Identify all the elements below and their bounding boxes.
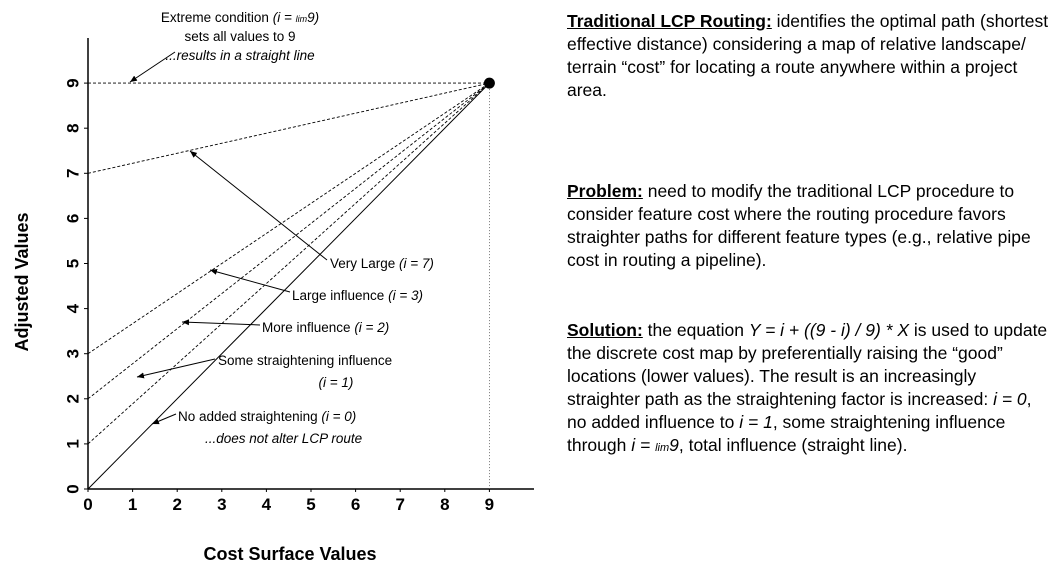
x-tick-label: 3 bbox=[217, 495, 226, 514]
paragraph-text: 9 bbox=[669, 435, 679, 455]
annotation-part: ...does not alter LCP route bbox=[205, 431, 362, 446]
y-tick-label: 4 bbox=[63, 303, 82, 313]
annotation-part: Some straightening influence bbox=[218, 353, 392, 368]
annotation-arrow bbox=[189, 150, 328, 261]
annotation-arrow bbox=[136, 358, 216, 379]
x-tick-label: 8 bbox=[440, 495, 449, 514]
y-tick-label: 6 bbox=[63, 214, 82, 223]
annotation: ...does not alter LCP route bbox=[205, 431, 362, 446]
annotation-part: (i = bbox=[273, 10, 296, 25]
annotation-arrow bbox=[151, 413, 177, 425]
paragraph-heading: Problem: bbox=[567, 181, 643, 201]
paragraph: Problem: need to modify the traditional … bbox=[567, 180, 1049, 272]
paragraph-text: , no added influence to bbox=[567, 389, 1032, 432]
x-tick-label: 5 bbox=[306, 495, 315, 514]
paragraph-text: lim bbox=[655, 442, 670, 454]
series-line bbox=[87, 82, 490, 400]
annotation-part: ...results in a straight line bbox=[165, 48, 314, 63]
y-tick-label: 7 bbox=[63, 169, 82, 178]
y-axis-label: Adjusted Values bbox=[12, 212, 32, 351]
y-tick-label: 3 bbox=[63, 349, 82, 358]
paragraph-text: the equation bbox=[642, 320, 749, 340]
paragraph-text: i = 1 bbox=[739, 412, 773, 432]
y-tick-label: 5 bbox=[63, 259, 82, 268]
paragraph-text: i = bbox=[631, 435, 656, 455]
y-tick-label: 1 bbox=[63, 439, 82, 448]
annotation: No added straightening (i = 0) bbox=[178, 409, 356, 424]
annotation: (i = 1) bbox=[319, 375, 354, 390]
annotation: Some straightening influence bbox=[218, 353, 392, 368]
x-axis-label: Cost Surface Values bbox=[203, 544, 376, 564]
series-line bbox=[87, 82, 490, 355]
annotation: Very Large (i = 7) bbox=[330, 256, 434, 271]
annotation: More influence (i = 2) bbox=[262, 320, 389, 335]
x-tick-label: 2 bbox=[172, 495, 181, 514]
end-point bbox=[483, 77, 495, 89]
x-tick-label: 4 bbox=[262, 495, 272, 514]
annotation-part: (i = 3) bbox=[388, 288, 423, 303]
y-tick-label: 2 bbox=[63, 394, 82, 403]
annotation-part: Extreme condition bbox=[161, 10, 273, 25]
y-tick-label: 9 bbox=[63, 78, 82, 87]
annotation-arrow bbox=[181, 319, 261, 326]
paragraph-text: , total influence (straight line). bbox=[678, 435, 908, 455]
annotation-part: Very Large bbox=[330, 256, 399, 271]
paragraph-text: need to modify the traditional LCP proce… bbox=[567, 181, 1031, 270]
annotation: Extreme condition (i = lim9) bbox=[161, 10, 319, 25]
annotation-part: lim bbox=[296, 14, 308, 24]
x-tick-label: 1 bbox=[128, 495, 137, 514]
paragraph-text: , some straightening influence through bbox=[567, 412, 1006, 455]
annotation-arrow bbox=[129, 51, 176, 83]
paragraph-text: is used to update the discrete cost map … bbox=[567, 320, 1048, 409]
y-tick-label: 0 bbox=[63, 484, 82, 493]
x-tick-label: 9 bbox=[485, 495, 494, 514]
paragraph: Solution: the equation Y = i + ((9 - i) … bbox=[567, 319, 1049, 460]
annotation-part: Large influence bbox=[292, 288, 388, 303]
annotation-arrow bbox=[209, 268, 291, 293]
paragraph-text: identifies the optimal path (shortest ef… bbox=[567, 11, 1049, 100]
x-tick-label: 6 bbox=[351, 495, 360, 514]
paragraph-text: i = 0 bbox=[993, 389, 1027, 409]
annotation-part: More influence bbox=[262, 320, 354, 335]
annotation: sets all values to 9 bbox=[184, 29, 295, 44]
series-line bbox=[87, 82, 490, 490]
paragraph-heading: Solution: bbox=[567, 320, 643, 340]
paragraph: Traditional LCP Routing: identifies the … bbox=[567, 10, 1049, 102]
chart: Cost Surface Values Adjusted Values 0 1 2 3… bbox=[12, 10, 534, 564]
annotation-part: (i = 7) bbox=[399, 256, 434, 271]
annotation: Large influence (i = 3) bbox=[292, 288, 423, 303]
annotation-part: sets all values to 9 bbox=[184, 29, 295, 44]
series-line bbox=[87, 82, 490, 174]
annotation-part: (i = 1) bbox=[319, 375, 354, 390]
annotation-part: 9) bbox=[307, 10, 319, 25]
annotation-part: No added straightening bbox=[178, 409, 321, 424]
x-tick-label: 7 bbox=[395, 495, 404, 514]
annotation-part: (i = 0) bbox=[321, 409, 356, 424]
annotation: ...results in a straight line bbox=[165, 48, 314, 63]
annotation-part: (i = 2) bbox=[354, 320, 389, 335]
y-tick-label: 8 bbox=[63, 123, 82, 132]
paragraph-heading: Traditional LCP Routing: bbox=[567, 11, 772, 31]
paragraph-text: Y = i + ((9 - i) / 9) * X bbox=[748, 320, 910, 340]
x-tick-label: 0 bbox=[83, 495, 92, 514]
